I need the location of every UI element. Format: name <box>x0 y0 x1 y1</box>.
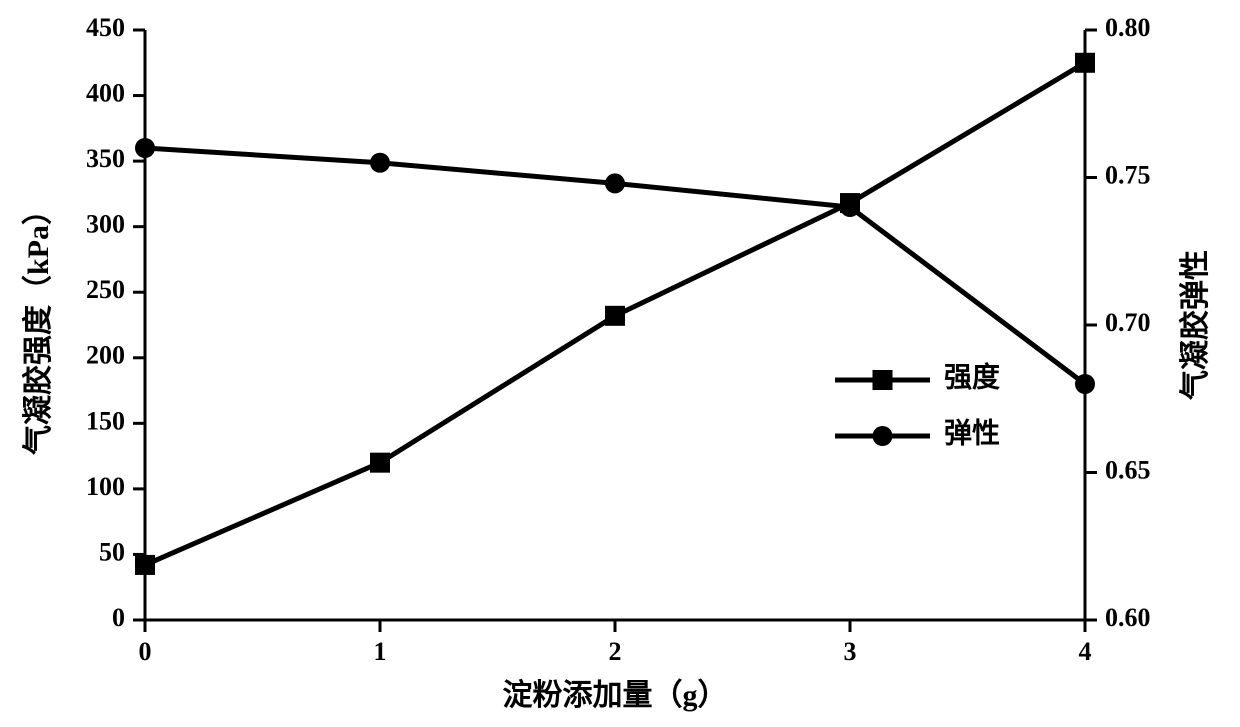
series-marker-弹性 <box>370 153 390 173</box>
y-left-axis-label: 气凝胶强度（kPa） <box>21 195 55 455</box>
series-marker-强度 <box>135 555 155 575</box>
legend-marker-强度 <box>873 370 893 390</box>
series-marker-弹性 <box>605 173 625 193</box>
series-marker-强度 <box>605 306 625 326</box>
x-tick-label: 3 <box>844 637 857 666</box>
x-tick-label: 1 <box>374 637 387 666</box>
y-left-tick-label: 450 <box>86 13 125 42</box>
series-marker-弹性 <box>135 138 155 158</box>
y-left-tick-label: 100 <box>86 472 125 501</box>
series-marker-弹性 <box>840 197 860 217</box>
x-tick-label: 0 <box>139 637 152 666</box>
y-left-tick-label: 0 <box>112 603 125 632</box>
x-tick-label: 2 <box>609 637 622 666</box>
x-tick-label: 4 <box>1079 637 1092 666</box>
y-right-tick-label: 0.65 <box>1105 455 1151 484</box>
y-right-axis-label: 气凝胶弹性 <box>1178 250 1212 400</box>
y-right-tick-label: 0.60 <box>1105 603 1151 632</box>
y-left-tick-label: 300 <box>86 210 125 239</box>
y-left-tick-label: 350 <box>86 144 125 173</box>
y-right-tick-label: 0.80 <box>1105 13 1151 42</box>
y-left-tick-label: 200 <box>86 341 125 370</box>
legend-marker-弹性 <box>873 426 893 446</box>
legend-label-强度: 强度 <box>944 361 1000 393</box>
y-left-tick-label: 50 <box>99 537 125 566</box>
x-axis-label: 淀粉添加量（g） <box>503 678 728 712</box>
y-left-tick-label: 250 <box>86 275 125 304</box>
y-right-tick-label: 0.75 <box>1105 160 1151 189</box>
legend-label-弹性: 弹性 <box>944 417 1000 449</box>
y-right-tick-label: 0.70 <box>1105 308 1151 337</box>
series-marker-强度 <box>1075 53 1095 73</box>
series-marker-弹性 <box>1075 374 1095 394</box>
series-marker-强度 <box>370 453 390 473</box>
y-left-tick-label: 150 <box>86 406 125 435</box>
y-left-tick-label: 400 <box>86 79 125 108</box>
chart-svg: 0 50 100 150 200 250 300 350 400 450 0.60 0.65 0.70 0… <box>0 0 1240 727</box>
chart-container: 0 50 100 150 200 250 300 350 400 450 0.60 0.65 0.70 0… <box>0 0 1240 727</box>
